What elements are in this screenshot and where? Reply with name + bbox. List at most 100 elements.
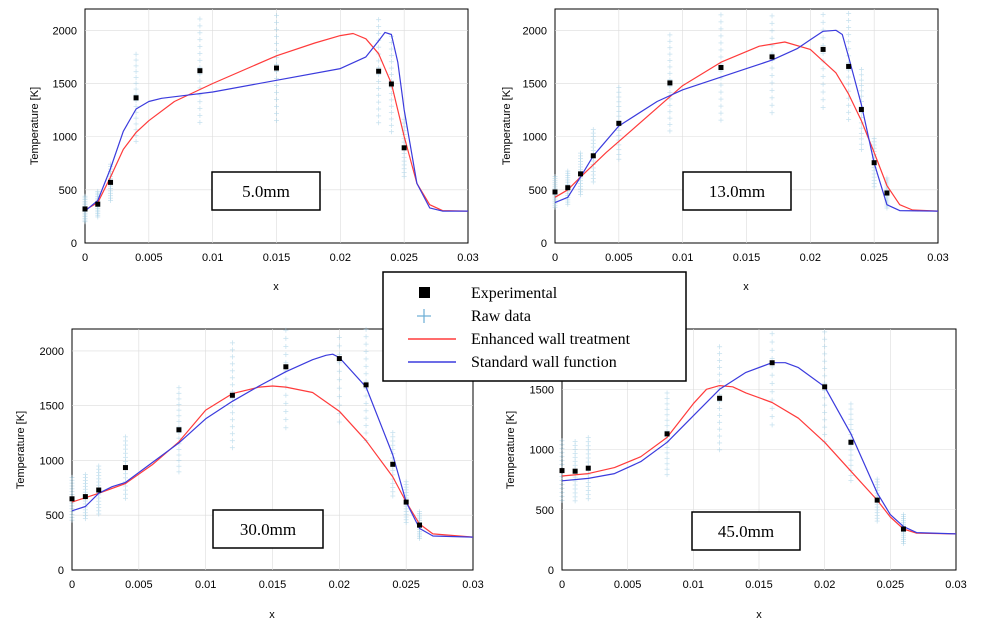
x-tick-label: 0.015 bbox=[263, 252, 291, 264]
raw-data-point bbox=[559, 438, 565, 444]
raw-data-point bbox=[283, 425, 289, 431]
raw-data-point bbox=[717, 358, 723, 364]
raw-data-point bbox=[820, 12, 826, 18]
raw-data-point bbox=[664, 401, 670, 407]
raw-data-plus-icon bbox=[417, 309, 431, 323]
raw-data-point bbox=[769, 35, 775, 41]
series-lines bbox=[84, 31, 469, 212]
raw-data-point bbox=[176, 413, 182, 419]
raw-data-point bbox=[848, 472, 854, 478]
raw-data-point bbox=[846, 25, 852, 31]
raw-data-point bbox=[664, 406, 670, 412]
raw-data-point bbox=[363, 356, 369, 362]
panel-label-box bbox=[211, 171, 321, 211]
raw-data-point bbox=[133, 51, 139, 57]
tick-labels: 0 0.005 0.01 0.015 0.02 0.025 0.03 0 500 1000 1500 bbox=[530, 384, 967, 591]
experimental-point bbox=[616, 120, 622, 126]
experimental-point bbox=[871, 160, 877, 166]
raw-data-point bbox=[376, 120, 382, 126]
experimental-point bbox=[82, 206, 88, 212]
raw-data-point bbox=[376, 106, 382, 112]
raw-data-point bbox=[848, 411, 854, 417]
raw-data-point bbox=[388, 46, 394, 52]
raw-data-point bbox=[376, 113, 382, 119]
raw-data-point bbox=[717, 447, 723, 453]
raw-data-point bbox=[336, 360, 342, 366]
raw-data-point bbox=[274, 104, 279, 110]
raw-data-point bbox=[133, 57, 139, 63]
raw-data-point bbox=[820, 74, 826, 80]
experimental-point bbox=[229, 392, 235, 398]
raw-data-point bbox=[769, 339, 775, 345]
experimental-point bbox=[846, 63, 852, 69]
raw-data-point bbox=[176, 418, 182, 424]
experimental-markers bbox=[552, 46, 890, 196]
experimental-point bbox=[822, 384, 828, 390]
raw-data-point bbox=[820, 35, 826, 41]
experimental-point bbox=[390, 461, 396, 467]
legend: Experimental Raw data Enhanced wall trea… bbox=[382, 271, 687, 382]
raw-data-point bbox=[417, 509, 423, 515]
raw-data-point bbox=[229, 340, 235, 346]
legend-item-enhanced: Enhanced wall treatment bbox=[471, 331, 631, 348]
raw-data-point bbox=[822, 417, 828, 423]
experimental-marker-icon bbox=[419, 287, 430, 298]
raw-data-point bbox=[846, 10, 852, 16]
raw-data-point bbox=[283, 400, 289, 406]
experimental-point bbox=[667, 80, 673, 86]
raw-data-point bbox=[390, 438, 396, 444]
raw-data-point bbox=[197, 119, 203, 125]
raw-data-point bbox=[769, 380, 775, 386]
raw-data-point bbox=[717, 406, 723, 412]
raw-data-point bbox=[283, 335, 289, 341]
raw-data-point bbox=[664, 417, 670, 423]
raw-data-point bbox=[176, 435, 182, 441]
raw-data-point bbox=[822, 336, 828, 342]
experimental-point bbox=[585, 465, 591, 471]
raw-data-point bbox=[133, 115, 139, 121]
raw-data-point bbox=[846, 81, 852, 87]
experimental-point bbox=[717, 395, 723, 401]
raw-data-point bbox=[769, 80, 775, 86]
raw-data-point bbox=[822, 344, 828, 350]
y-tick-label: 0 bbox=[58, 565, 64, 577]
x-tick-label: 0.02 bbox=[814, 579, 835, 591]
raw-data-point bbox=[717, 412, 723, 418]
x-tick-label: 0.025 bbox=[390, 252, 418, 264]
raw-data-point bbox=[390, 468, 396, 474]
y-tick-label: 0 bbox=[71, 238, 77, 250]
raw-data-point bbox=[717, 364, 723, 370]
y-tick-label: 1000 bbox=[530, 445, 554, 457]
raw-data-point bbox=[718, 54, 724, 60]
raw-data-point bbox=[718, 103, 724, 109]
raw-data-point bbox=[718, 82, 724, 88]
experimental-point bbox=[388, 81, 394, 87]
raw-data-point bbox=[822, 402, 828, 408]
raw-data-point bbox=[176, 385, 182, 391]
x-tick-label: 0.015 bbox=[733, 252, 761, 264]
raw-data-point bbox=[822, 424, 828, 430]
experimental-point bbox=[552, 189, 558, 195]
raw-data-point bbox=[616, 104, 622, 110]
tick-labels: 0 0.005 0.01 0.015 0.02 0.025 0.03 0 500 1000 1500… bbox=[53, 25, 479, 264]
raw-data-point bbox=[664, 455, 670, 461]
raw-data-point bbox=[229, 445, 235, 451]
raw-data-point bbox=[274, 34, 279, 40]
raw-data-point bbox=[388, 97, 394, 103]
raw-data-point bbox=[274, 111, 279, 117]
raw-data-point bbox=[616, 147, 622, 153]
raw-data-point bbox=[283, 392, 289, 398]
experimental-point bbox=[401, 145, 407, 151]
experimental-point bbox=[769, 54, 775, 60]
standard-wall-function-line bbox=[71, 353, 474, 538]
raw-data-point bbox=[176, 402, 182, 408]
raw-data-point bbox=[769, 405, 775, 411]
x-tick-label: 0.01 bbox=[672, 252, 693, 264]
y-tick-label: 1500 bbox=[523, 78, 547, 90]
raw-data-point bbox=[390, 442, 396, 448]
x-axis-label: x bbox=[273, 281, 279, 293]
raw-data-point bbox=[616, 94, 622, 100]
x-tick-label: 0.03 bbox=[927, 252, 948, 264]
raw-data-point bbox=[133, 127, 139, 133]
